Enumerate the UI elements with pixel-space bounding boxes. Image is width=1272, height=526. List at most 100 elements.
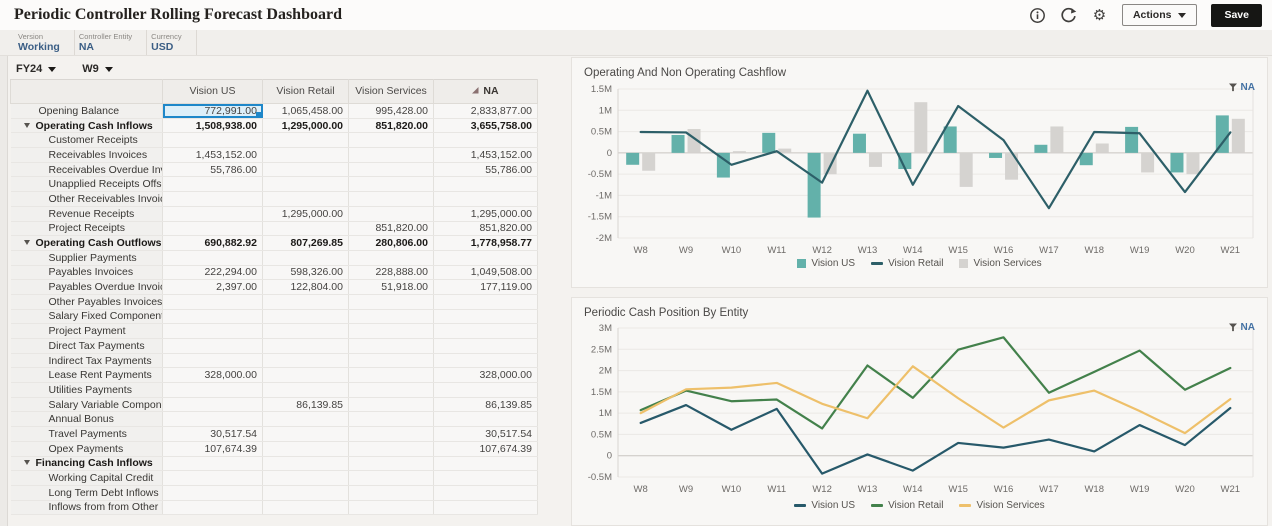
grid-cell[interactable]: [348, 309, 434, 325]
grid-cell[interactable]: 1,453,152.00: [162, 147, 263, 163]
column-header[interactable]: NA: [433, 79, 538, 104]
pov-item[interactable]: Currency USD: [147, 30, 198, 55]
info-icon[interactable]: [1029, 7, 1046, 24]
grid-cell[interactable]: [433, 456, 538, 472]
grid-cell[interactable]: [162, 338, 263, 354]
grid-cell[interactable]: 107,674.39: [433, 441, 538, 457]
grid-cell[interactable]: [262, 426, 349, 442]
actions-button[interactable]: Actions: [1121, 4, 1198, 26]
grid-cell[interactable]: 30,517.54: [162, 426, 263, 442]
legend-item[interactable]: Vision Services: [959, 258, 1042, 269]
grid-cell[interactable]: 807,269.85: [262, 235, 349, 251]
row-header[interactable]: Payables Invoices: [10, 265, 163, 281]
grid-cell[interactable]: [262, 411, 349, 428]
grid-cell[interactable]: [348, 250, 434, 266]
collapse-icon[interactable]: [23, 122, 30, 128]
grid-cell[interactable]: 995,428.00: [348, 103, 434, 119]
row-header[interactable]: Supplier Payments: [10, 250, 163, 266]
row-header[interactable]: Annual Bonus: [10, 411, 163, 428]
grid-cell[interactable]: 2,397.00: [162, 279, 263, 295]
grid-cell[interactable]: [262, 294, 349, 310]
grid-cell[interactable]: [433, 191, 538, 207]
grid-cell[interactable]: 2,833,877.00: [433, 103, 538, 119]
row-header[interactable]: Project Payment: [10, 323, 163, 339]
grid-cell[interactable]: [348, 132, 434, 149]
grid-cell[interactable]: 55,786.00: [162, 162, 263, 178]
grid-cell[interactable]: 598,326.00: [262, 265, 349, 281]
grid-cell[interactable]: 328,000.00: [433, 367, 538, 384]
grid-cell[interactable]: [348, 323, 434, 339]
grid-cell[interactable]: [348, 411, 434, 428]
grid-cell[interactable]: [262, 485, 349, 501]
grid-cell[interactable]: [348, 162, 434, 178]
row-header[interactable]: Revenue Receipts: [10, 206, 163, 222]
grid-cell[interactable]: [348, 485, 434, 501]
grid-cell[interactable]: [348, 426, 434, 442]
grid-cell[interactable]: [262, 309, 349, 325]
grid-cell[interactable]: [162, 250, 263, 266]
grid-cell[interactable]: [433, 338, 538, 354]
grid-cell[interactable]: 55,786.00: [433, 162, 538, 178]
grid-cell[interactable]: 3,655,758.00: [433, 118, 538, 134]
row-header[interactable]: Salary Variable Component: [10, 397, 163, 413]
grid-cell[interactable]: [348, 456, 434, 472]
grid-cell[interactable]: [262, 470, 349, 486]
row-header[interactable]: Customer Receipts: [10, 132, 163, 149]
row-header[interactable]: Working Capital Credit: [10, 470, 163, 486]
row-header[interactable]: Project Receipts: [10, 221, 163, 237]
grid-cell[interactable]: 1,295,000.00: [262, 206, 349, 222]
grid-cell[interactable]: [162, 132, 263, 149]
grid-cell[interactable]: [433, 176, 538, 193]
grid-cell[interactable]: 772,991.00: [162, 103, 263, 119]
grid-cell[interactable]: [433, 411, 538, 428]
grid-cell[interactable]: [262, 162, 349, 178]
year-selector[interactable]: FY24: [16, 63, 57, 75]
collapse-icon[interactable]: [23, 240, 30, 246]
row-header[interactable]: Salary Fixed Component: [10, 309, 163, 325]
pov-item[interactable]: Version Working: [14, 30, 75, 55]
grid-cell[interactable]: [262, 221, 349, 237]
grid-cell[interactable]: 222,294.00: [162, 265, 263, 281]
row-header[interactable]: Inflows from from Other Entities: [10, 500, 163, 516]
grid-cell[interactable]: 51,918.00: [348, 279, 434, 295]
grid-cell[interactable]: [348, 294, 434, 310]
grid-cell[interactable]: [348, 206, 434, 222]
grid-cell[interactable]: [162, 309, 263, 325]
row-header[interactable]: Indirect Tax Payments: [10, 353, 163, 369]
chart-pov-link[interactable]: NA: [1228, 322, 1255, 333]
grid-cell[interactable]: [162, 382, 263, 398]
grid-cell[interactable]: [162, 485, 263, 501]
grid-cell[interactable]: 122,804.00: [262, 279, 349, 295]
grid-cell[interactable]: [433, 485, 538, 501]
grid-cell[interactable]: [348, 367, 434, 384]
grid-cell[interactable]: 690,882.92: [162, 235, 263, 251]
column-header[interactable]: Vision Retail: [262, 79, 349, 104]
grid-cell[interactable]: [348, 470, 434, 486]
grid-cell[interactable]: [348, 500, 434, 516]
grid-cell[interactable]: 1,295,000.00: [262, 118, 349, 134]
column-header[interactable]: Vision Services: [348, 79, 434, 104]
grid-cell[interactable]: 86,139.85: [262, 397, 349, 413]
grid-cell[interactable]: [262, 323, 349, 339]
grid-cell[interactable]: [348, 176, 434, 193]
row-header[interactable]: Long Term Debt Inflows: [10, 485, 163, 501]
legend-item[interactable]: Vision Retail: [871, 258, 943, 269]
row-header[interactable]: Travel Payments: [10, 426, 163, 442]
grid-cell[interactable]: [262, 382, 349, 398]
grid-cell[interactable]: [262, 353, 349, 369]
grid-cell[interactable]: [262, 132, 349, 149]
grid-cell[interactable]: [162, 323, 263, 339]
grid-cell[interactable]: [162, 221, 263, 237]
grid-cell[interactable]: [348, 147, 434, 163]
grid-cell[interactable]: 851,820.00: [433, 221, 538, 237]
row-header[interactable]: Direct Tax Payments: [10, 338, 163, 354]
save-button[interactable]: Save: [1211, 3, 1262, 27]
grid-cell[interactable]: 30,517.54: [433, 426, 538, 442]
week-selector[interactable]: W9: [82, 63, 113, 75]
row-header[interactable]: Payables Overdue Invoices: [10, 279, 163, 295]
collapse-icon[interactable]: [23, 460, 30, 466]
legend-item[interactable]: Vision Services: [959, 500, 1045, 511]
grid-cell[interactable]: [162, 500, 263, 516]
grid-cell[interactable]: [433, 323, 538, 339]
grid-cell[interactable]: [262, 176, 349, 193]
